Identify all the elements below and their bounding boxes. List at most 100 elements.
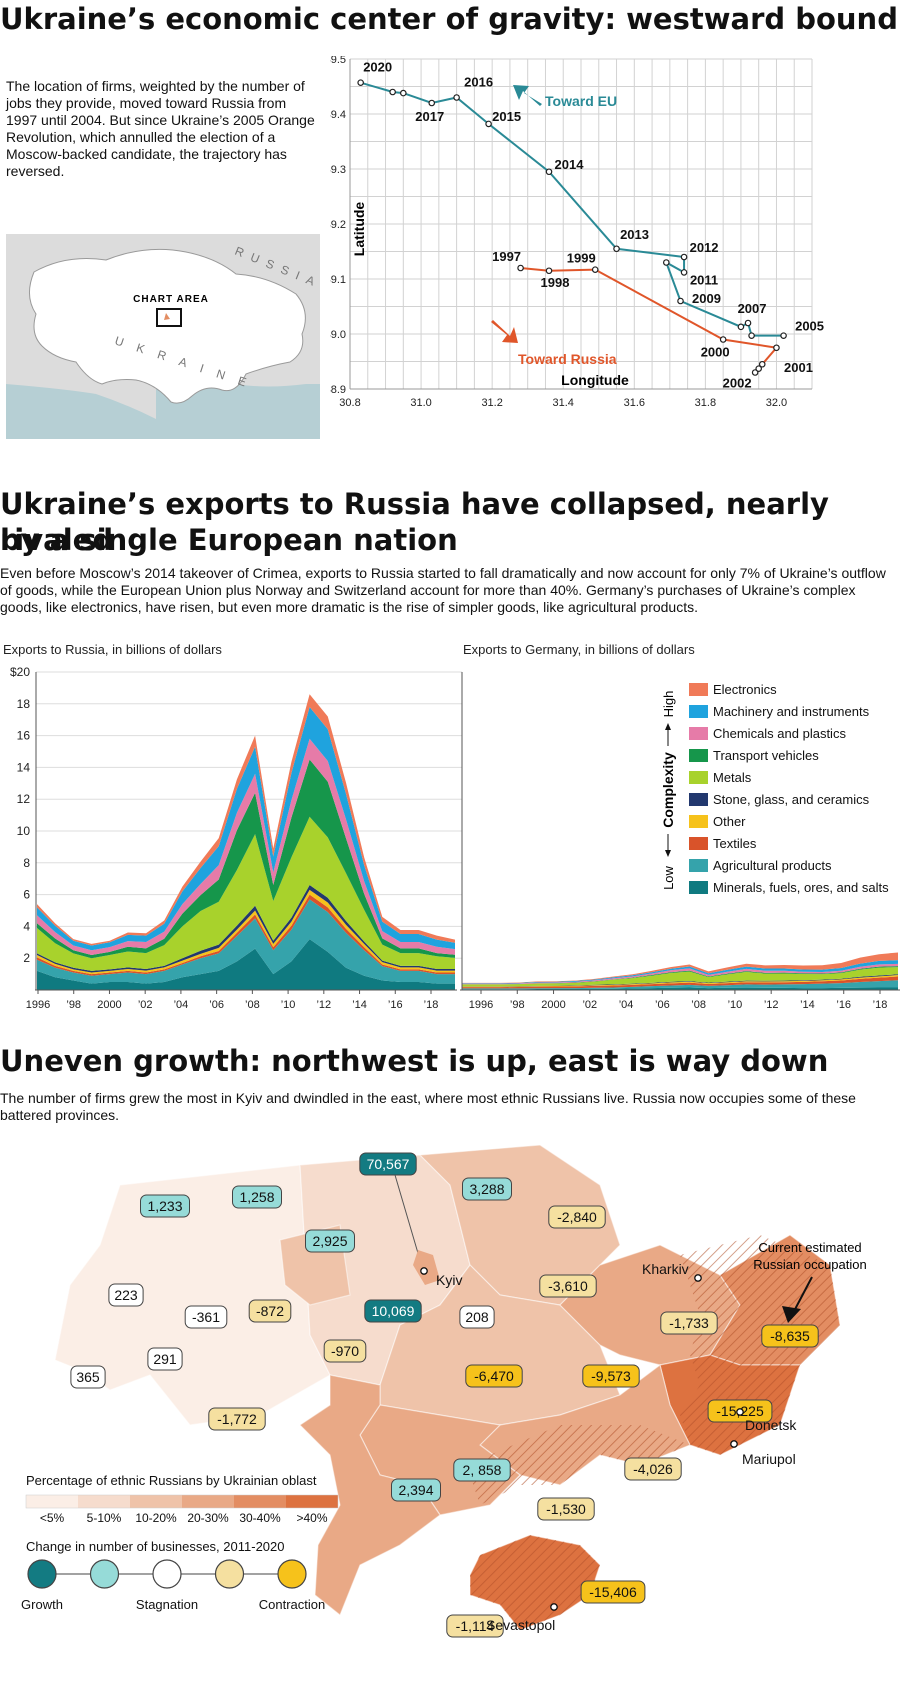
y-tick-label: 49.4 — [330, 109, 346, 121]
city-label: Kyiv — [436, 1272, 462, 1288]
trajectory-point — [744, 319, 752, 327]
oblast-change-value: 10,069 — [372, 1303, 415, 1319]
trajectory-year-label: 2017 — [415, 109, 444, 124]
oblast-change-badge — [539, 1274, 597, 1298]
export-area-series — [37, 816, 455, 971]
occupation-hatch-crimea — [470, 1535, 600, 1630]
legend-item-label: Metals — [713, 770, 752, 785]
export-x-tick-label: ’08 — [245, 999, 260, 1011]
trajectory-year-label: 1997 — [492, 249, 521, 264]
oblast-change-value: 223 — [114, 1287, 138, 1303]
legend-ethnic-bin-label: >40% — [296, 1511, 327, 1525]
export-x-tick-label: 1996 — [469, 999, 493, 1011]
export-x-tick-label: ’02 — [138, 999, 153, 1011]
oblast-change-value: 2, 858 — [463, 1462, 502, 1478]
oblast-change-value: -1,530 — [546, 1501, 586, 1517]
oblast-change-value: -872 — [256, 1303, 284, 1319]
export-y-tick-label: 2 — [23, 951, 30, 965]
legend-change-label-stagnation: Stagnation — [136, 1597, 198, 1612]
export-y-tick-label: 12 — [17, 792, 31, 806]
export-x-tick-label: 2000 — [97, 999, 121, 1011]
city-dot — [420, 1267, 428, 1275]
trajectory-point — [389, 88, 396, 96]
export-x-tick-label: ’12 — [764, 999, 779, 1011]
legend-swatch — [689, 881, 708, 894]
oblast-change-value: 1,258 — [239, 1189, 274, 1205]
legend-item-label: Textiles — [713, 836, 757, 851]
oblast-change-value: 2,394 — [398, 1482, 433, 1498]
oblast-change-value: 1,233 — [147, 1198, 182, 1214]
export-x-tick-label: ’12 — [316, 999, 331, 1011]
city-dot — [730, 1440, 738, 1448]
inset-black-sea — [156, 379, 320, 439]
export-x-tick-label: ’98 — [66, 999, 81, 1011]
export-area-series — [462, 987, 898, 990]
city-label: Sevastopol — [486, 1617, 555, 1633]
export-y-tick-label: 10 — [17, 824, 31, 838]
legend-change-circle — [27, 1559, 57, 1589]
export-x-tick-label: 2000 — [541, 999, 565, 1011]
inset-sea-west — [6, 384, 166, 439]
export-x-tick-label: ’10 — [728, 999, 743, 1011]
trajectory-point — [545, 267, 553, 275]
legend-swatch — [689, 727, 708, 740]
toward-eu-arrow — [513, 85, 542, 106]
trajectory-year-label: 2000 — [701, 345, 730, 360]
export-y-tick-label: 6 — [23, 888, 30, 902]
city-label: Donetsk — [745, 1417, 797, 1433]
oblast-region-odesa — [299, 1374, 441, 1616]
export-x-tick-label: ’08 — [691, 999, 706, 1011]
trajectory-point — [357, 79, 364, 86]
trajectory-point — [758, 360, 766, 368]
trajectory-point — [517, 264, 524, 272]
legend-ethnic-bin-label: 30-40% — [239, 1511, 281, 1525]
legend-swatch — [689, 683, 708, 696]
legend-ethnic-swatch — [78, 1495, 130, 1508]
y-tick-label: 49.1 — [330, 274, 346, 286]
x-tick-label: 30.8 — [339, 397, 360, 409]
trajectory-point — [680, 269, 688, 276]
export-y-tick-label: 14 — [17, 760, 31, 774]
legend-item-label: Chemicals and plastics — [713, 726, 846, 741]
trajectory-point — [453, 94, 460, 101]
toward-eu-label: Toward EU — [545, 93, 617, 109]
legend-item-label: Stone, glass, and ceramics — [713, 792, 870, 807]
export-x-tick-label: ’14 — [800, 999, 815, 1011]
oblast-change-badge — [147, 1347, 183, 1371]
trajectory-year-label: 1998 — [541, 275, 570, 290]
export-area-series — [462, 976, 898, 989]
oblast-change-badge — [305, 1229, 355, 1253]
oblast-change-value: 208 — [465, 1309, 489, 1325]
trajectory-point — [400, 89, 407, 97]
trajectory-year-label: 2002 — [723, 376, 752, 391]
legend-swatch — [689, 749, 708, 762]
trajectory-year-label: 2014 — [555, 157, 585, 172]
inset-chart-area-marker — [164, 313, 170, 320]
oblast-change-value: -970 — [331, 1343, 359, 1359]
y-tick-label: 49.5 — [330, 56, 346, 66]
export-x-tick-label: 1996 — [26, 999, 50, 1011]
export-area-series — [462, 980, 898, 990]
trajectory-year-label: 2009 — [692, 291, 721, 306]
legend-change-circle — [89, 1559, 120, 1589]
legend-item-label: Machinery and instruments — [713, 704, 870, 719]
oblast-change-value: -1,114 — [456, 1618, 495, 1634]
inset-locator-map: CHART AREA UKRAINE RUSSIA — [6, 234, 320, 439]
trajectory-line — [360, 81, 784, 337]
oblast-change-badge — [459, 1305, 495, 1329]
oblast-change-value: 3,288 — [469, 1181, 504, 1197]
oblast-change-value: -361 — [192, 1309, 220, 1325]
section1-title: Ukraine’s economic center of gravity: we… — [0, 2, 898, 36]
city-dot — [736, 1408, 744, 1416]
occupation-note-line1: Current estimated — [758, 1240, 861, 1255]
oblast-change-value: -1,772 — [217, 1411, 257, 1427]
export-x-tick-label: ’02 — [582, 999, 597, 1011]
legend-change-circle — [277, 1559, 307, 1589]
export-area-series — [37, 939, 455, 990]
oblast-change-badge — [761, 1324, 819, 1348]
x-tick-label: 31.8 — [695, 397, 716, 409]
ukraine-oblast-map: 70,567 10,069 1,233 1,258 3,288 -2,840 2,925 22… — [21, 1144, 867, 1638]
oblast-change-badge — [446, 1614, 504, 1638]
legend-ethnic-swatch — [286, 1495, 338, 1508]
oblast-change-value: -1,733 — [669, 1315, 709, 1331]
